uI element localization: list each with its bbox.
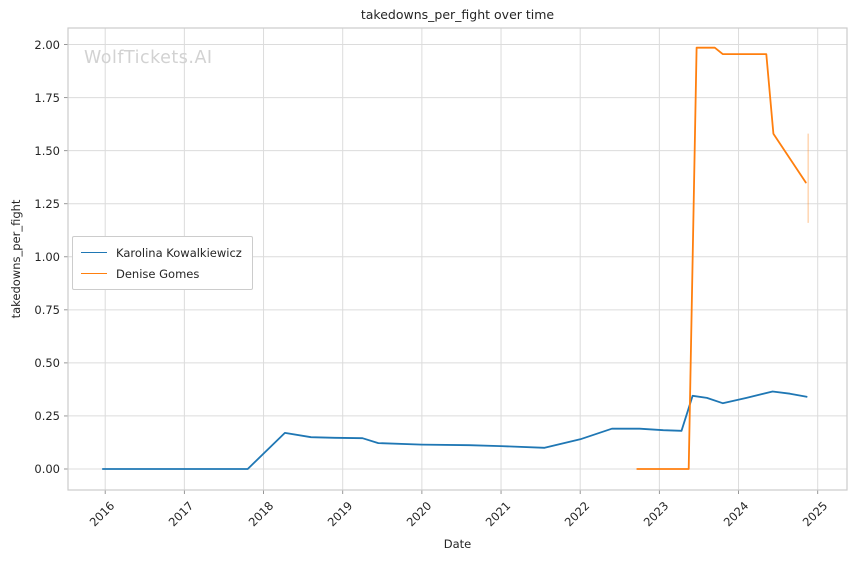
y-tick-label: 1.00 — [34, 249, 60, 264]
y-tick-label: 1.25 — [34, 196, 60, 211]
legend-swatch — [81, 252, 107, 253]
y-tick-label: 0.00 — [34, 461, 60, 476]
y-tick-label: 0.25 — [34, 408, 60, 423]
series-line — [101, 390, 808, 470]
x-axis-label: Date — [443, 537, 472, 551]
legend-label: Denise Gomes — [116, 266, 200, 281]
watermark: WolfTickets.AI — [84, 48, 213, 68]
legend-label: Karolina Kowalkiewicz — [116, 245, 242, 260]
legend-item: Karolina Kowalkiewicz — [81, 242, 242, 263]
legend-swatch — [81, 273, 107, 274]
y-tick-label: 2.00 — [34, 37, 60, 52]
legend: Karolina Kowalkiewicz Denise Gomes — [72, 236, 253, 290]
series-line — [636, 46, 807, 470]
legend-item: Denise Gomes — [81, 263, 242, 284]
chart-title: takedowns_per_fight over time — [360, 7, 555, 22]
y-tick-label: 0.50 — [34, 355, 60, 370]
y-tick-label: 0.75 — [34, 302, 60, 317]
y-axis-label: takedowns_per_fight — [9, 199, 23, 319]
y-tick-label: 1.75 — [34, 90, 60, 105]
axes-frame — [67, 27, 848, 491]
y-tick-label: 1.50 — [34, 143, 60, 158]
